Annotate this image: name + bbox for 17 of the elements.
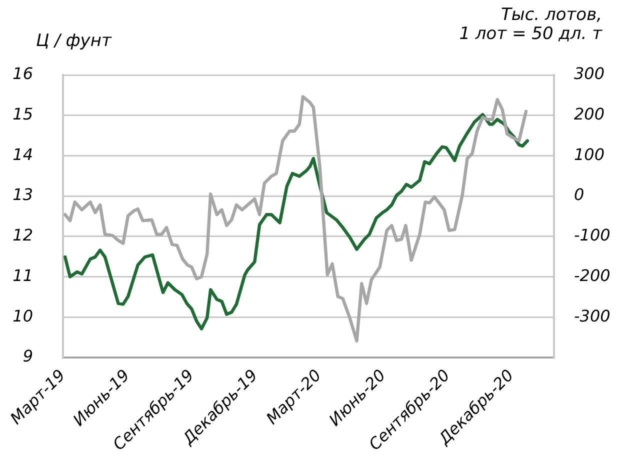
y-tick-label: 13 [12, 185, 33, 204]
y-tick-label: 14 [12, 144, 33, 164]
y-tick-label: 16 [12, 64, 33, 84]
y-tick-label: 15 [12, 104, 33, 124]
y-tick-label: 11 [12, 266, 33, 285]
y2-tick-label: -100 [574, 226, 610, 245]
y2-axis-title: Тыс. лотов, 1 лот = 50 дл. т [459, 5, 602, 44]
y2-tick-label: 100 [574, 144, 605, 164]
y-tick-label: 9 [22, 346, 33, 366]
y2-tick-label: -200 [574, 266, 610, 285]
y-tick-label: 12 [12, 226, 33, 245]
y2-tick-label: 0 [574, 185, 584, 204]
y-tick-label: 10 [12, 306, 33, 326]
y2-tick-label: 200 [574, 104, 605, 124]
y2-tick-label: 300 [574, 64, 605, 84]
y-axis-title: Ц / фунт [36, 31, 112, 51]
y2-tick-label: -300 [574, 306, 610, 326]
